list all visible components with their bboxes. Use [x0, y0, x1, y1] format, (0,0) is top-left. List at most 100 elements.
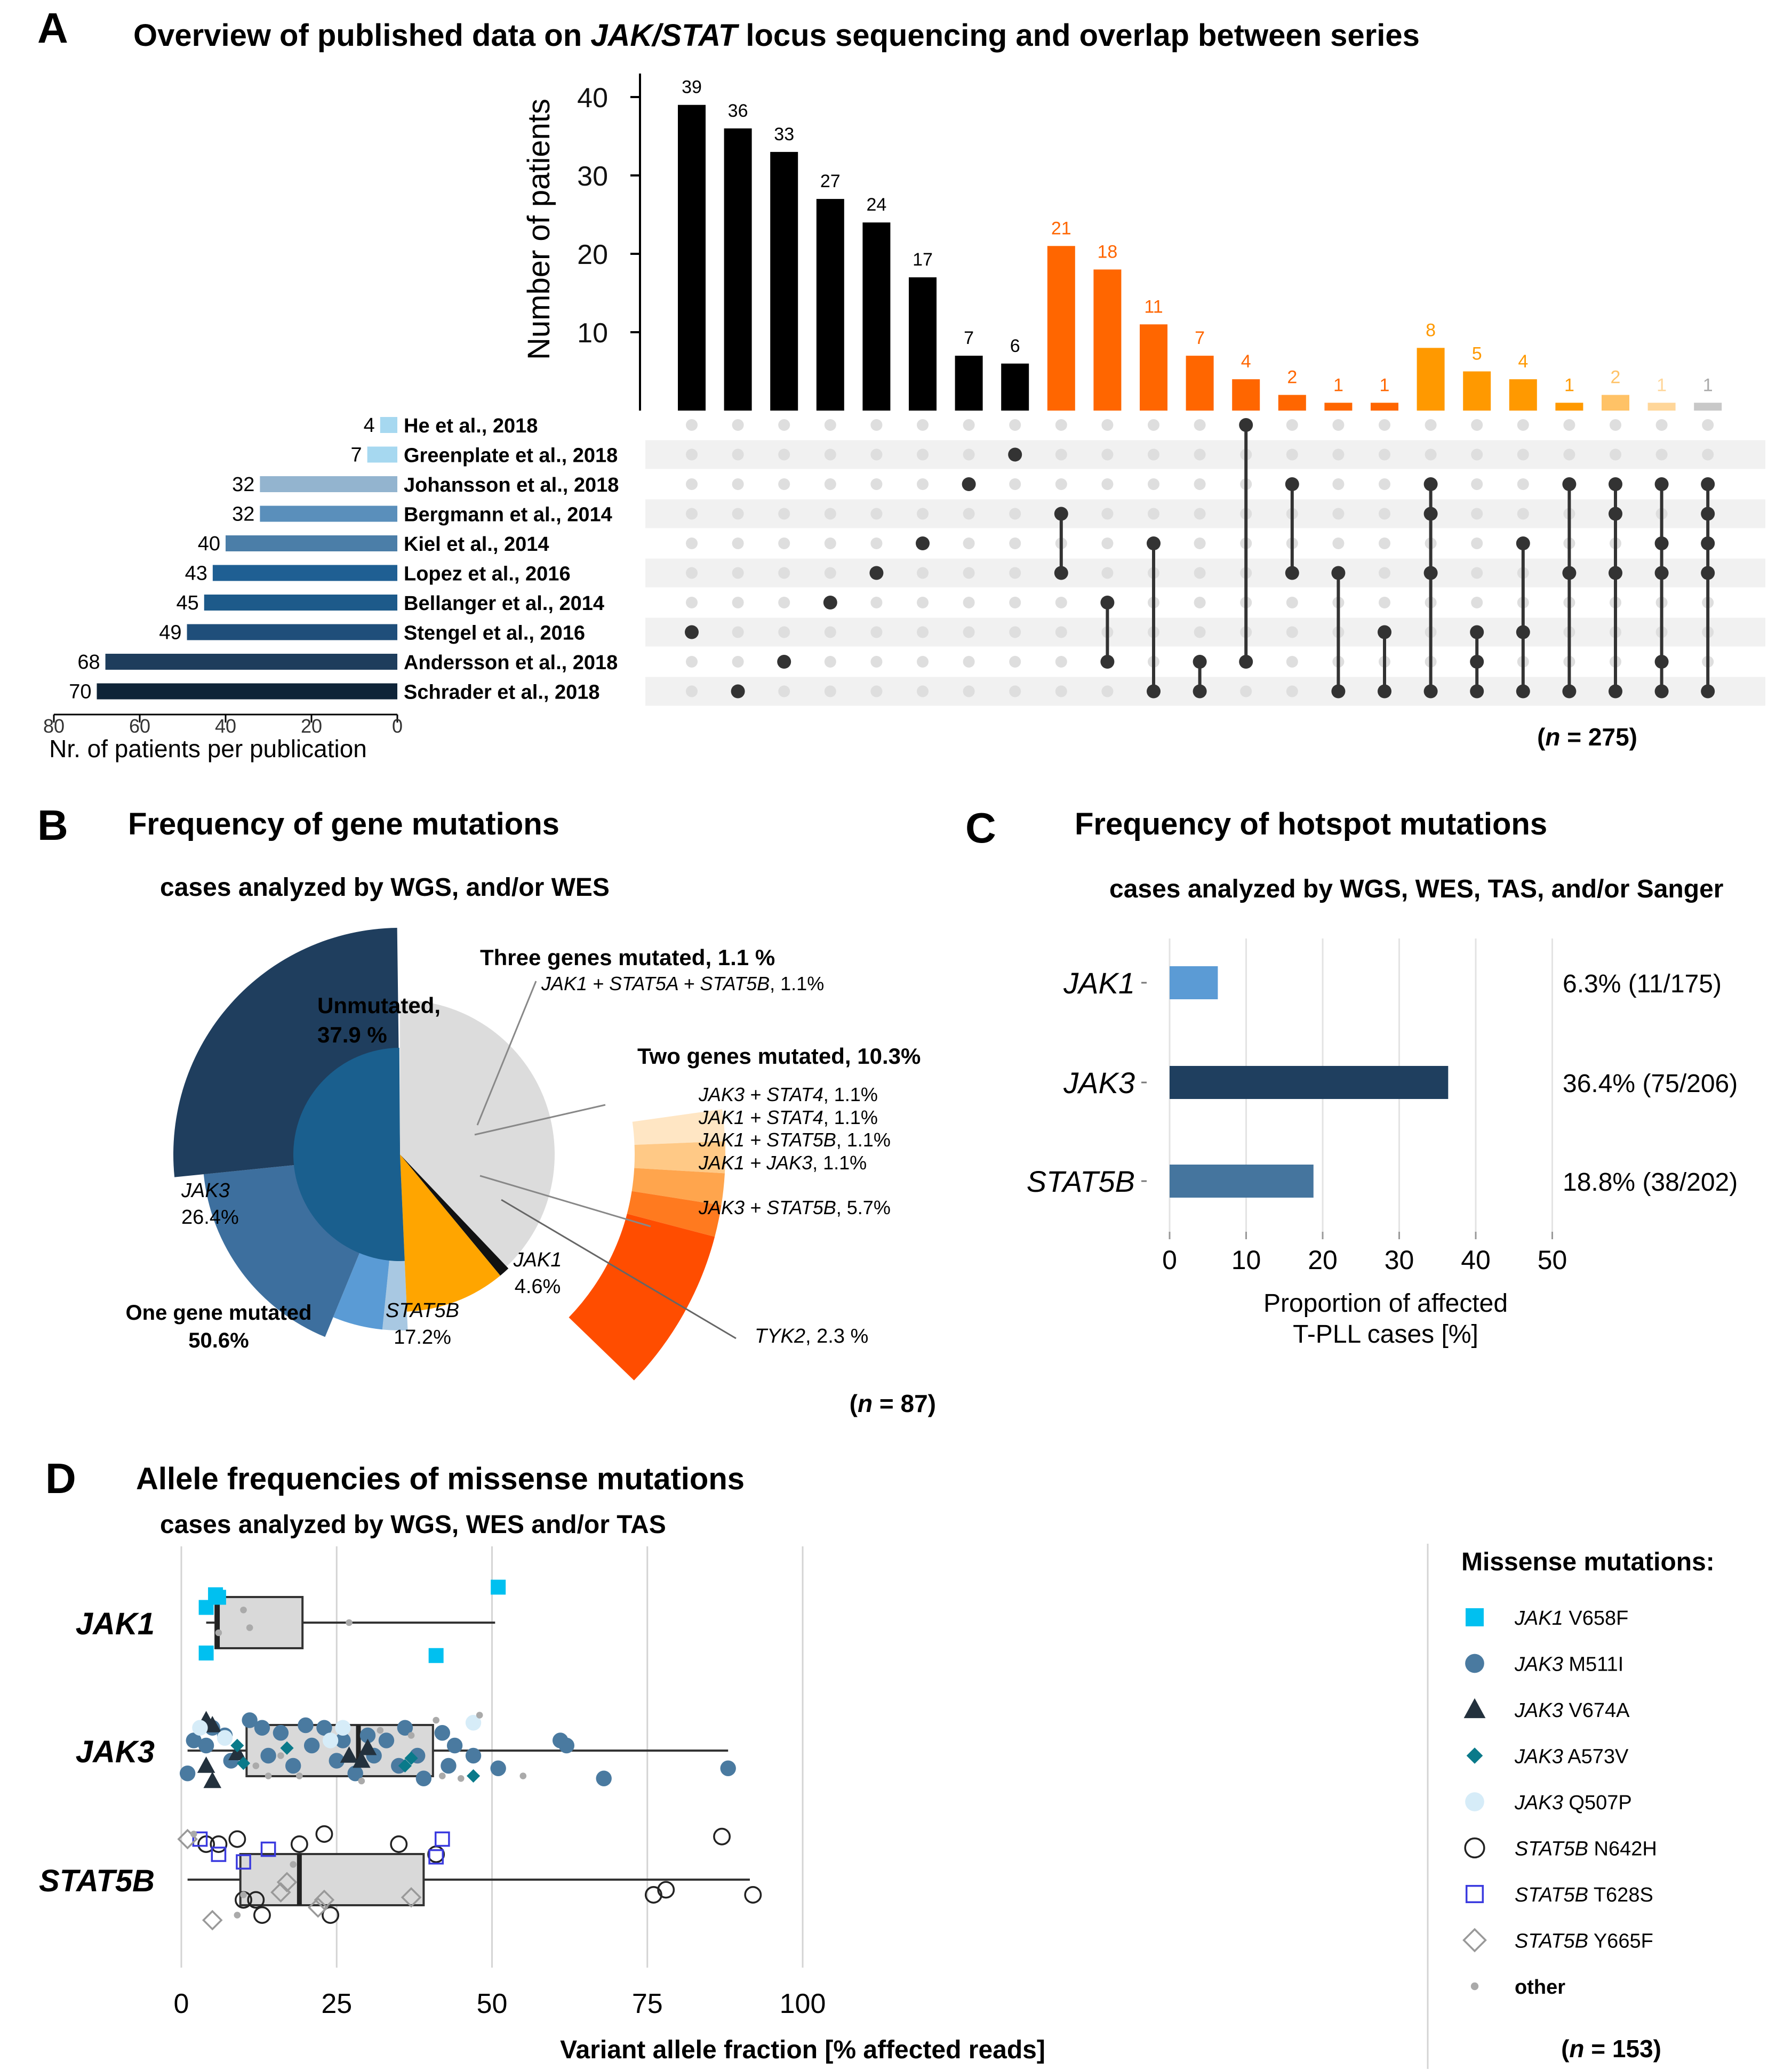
vaf-x-tick-label: 50 [477, 1988, 508, 2019]
two-gene-slice [634, 1141, 725, 1174]
matrix-dot-empty [1563, 448, 1575, 461]
legend-marker-jak3-v674a [1463, 1698, 1486, 1719]
intersection-bar [1001, 363, 1029, 411]
matrix-dot-empty [824, 508, 836, 520]
matrix-dot-empty [732, 537, 744, 549]
matrix-dot-filled [1378, 625, 1391, 639]
matrix-dot-empty [963, 537, 975, 549]
hotspot-x-tick-label: 50 [1538, 1245, 1567, 1275]
intersection-count-label: 33 [774, 124, 794, 145]
matrix-dot-empty [870, 478, 883, 490]
hotspot-bar [1170, 1165, 1314, 1198]
two-gene-slice [632, 1109, 725, 1145]
two-gene-label: JAK1 + STAT4, 1.1% [698, 1106, 878, 1128]
legend-entry-variant: T628S [1588, 1884, 1653, 1906]
panel-d: D Allele frequencies of missense mutatio… [39, 1455, 1715, 2069]
matrix-dot-filled [1193, 655, 1207, 669]
matrix-dot-empty [732, 478, 744, 490]
panel-a-ylabel: Number of patients [522, 99, 556, 360]
vaf-point-stat5b-n642h [247, 1891, 265, 1909]
two-genes-header: Two genes mutated, 10.3% [637, 1044, 921, 1069]
publication-name-label: He et al., 2018 [404, 415, 538, 437]
legend-entry-stat5b-n642h: STAT5B N642H [1515, 1838, 1657, 1860]
vaf-point-jak3-m511i [285, 1758, 301, 1774]
panel-b-letter: B [37, 801, 68, 849]
intersection-count-label: 17 [913, 250, 933, 270]
vaf-x-tick-label: 75 [632, 1988, 663, 2019]
publication-name-label: Greenplate et al., 2018 [404, 445, 618, 467]
two-gene-label-genes: JAK1 + STAT4 [698, 1106, 823, 1128]
vaf-point-stat5b-t628s [260, 1841, 276, 1857]
intersection-bar [1232, 379, 1260, 411]
intersection-bar [1417, 348, 1445, 411]
publication-bar [97, 683, 397, 700]
legend-entry-gene: JAK3 [1514, 1654, 1563, 1676]
matrix-dot-empty [824, 685, 836, 697]
vaf-point-jak3-m511i [298, 1717, 314, 1734]
intersection-bar [724, 128, 752, 411]
vaf-point-jak3-v674a [358, 1738, 377, 1755]
vaf-point-stat5b-y665f [270, 1882, 291, 1903]
matrix-dot-empty [1194, 567, 1206, 579]
matrix-dot-empty [732, 567, 744, 579]
vaf-point-jak3-m511i [490, 1760, 506, 1776]
panel-c-xlabel-1: Proportion of affected [1263, 1289, 1508, 1318]
panel-a-letter: A [37, 4, 68, 52]
intersection-bar [1555, 403, 1583, 411]
vaf-point-jak3-m511i [347, 1766, 363, 1782]
vaf-point-other [252, 1762, 260, 1769]
legend-marker-stat5b-n642h [1464, 1837, 1485, 1859]
upset-y-tick-label: 20 [577, 239, 608, 270]
matrix-dot-empty [1194, 537, 1206, 549]
vaf-point-jak3-m511i [198, 1737, 214, 1754]
matrix-dot-empty [1101, 685, 1114, 697]
matrix-dot-empty [1517, 478, 1529, 490]
vaf-point-jak3-v674a [203, 1771, 222, 1788]
matrix-dot-empty [870, 656, 883, 668]
intersection-bar [1140, 324, 1167, 411]
matrix-dot-empty [1563, 419, 1575, 431]
intersection-bar [678, 105, 706, 411]
publication-xlabel: Nr. of patients per publication [49, 735, 367, 763]
vaf-point-other [377, 1727, 384, 1734]
panel-d-n: (n = 153) [1561, 2035, 1661, 2063]
vaf-point-other [346, 1619, 353, 1626]
matrix-dot-filled [1147, 684, 1161, 699]
vaf-point-stat5b-n642h [315, 1825, 333, 1843]
matrix-dot-empty [778, 597, 790, 608]
hotspot-chart: 0 10 20 30 40 50 JAK1 6.3% (11/175) JAK3 36.4% (7… [1027, 938, 1738, 1275]
vaf-point-stat5b-n642h [228, 1830, 246, 1848]
vaf-point-other [358, 1777, 365, 1785]
intersection-count-label: 5 [1472, 344, 1482, 364]
matrix-dot-empty [1332, 537, 1345, 549]
vaf-point-jak3-m511i [254, 1720, 270, 1736]
matrix-dot-filled [1100, 655, 1115, 669]
matrix-dot-empty [1471, 597, 1483, 608]
publication-x-tick-label: 20 [301, 715, 322, 737]
matrix-dot-empty [1194, 626, 1206, 638]
two-gene-label: JAK1 + STAT5B, 1.1% [698, 1129, 891, 1151]
intersection-bar [1463, 371, 1491, 411]
legend-entry-variant: M511I [1563, 1654, 1623, 1676]
vaf-point-jak3-m511i [242, 1712, 258, 1728]
vaf-category-label: JAK1 [76, 1607, 155, 1641]
matrix-dot-empty [1332, 478, 1345, 490]
vaf-point-jak3-m511i [335, 1732, 351, 1748]
matrix-dot-empty [1425, 448, 1437, 461]
legend-entry-variant: Y665F [1588, 1930, 1653, 1953]
legend-entry-variant: N642H [1588, 1838, 1657, 1860]
matrix-dot-empty [686, 478, 698, 490]
publication-count-label: 32 [232, 503, 254, 526]
hotspot-x-tick-label: 0 [1162, 1245, 1177, 1275]
vaf-point-jak3-a573v [236, 1756, 251, 1770]
legend-entry-stat5b-y665f: STAT5B Y665F [1515, 1930, 1653, 1953]
publication-count-label: 68 [77, 651, 100, 673]
matrix-dot-filled [1701, 684, 1715, 699]
matrix-dot-empty [732, 656, 744, 668]
intersection-count-label: 18 [1097, 242, 1117, 262]
matrix-dot-filled [962, 477, 976, 491]
matrix-dot-empty [1194, 597, 1206, 608]
vaf-point-stat5b-n642h [744, 1886, 762, 1904]
matrix-dot-filled [916, 536, 930, 550]
vaf-point-stat5b-n642h [253, 1906, 271, 1924]
